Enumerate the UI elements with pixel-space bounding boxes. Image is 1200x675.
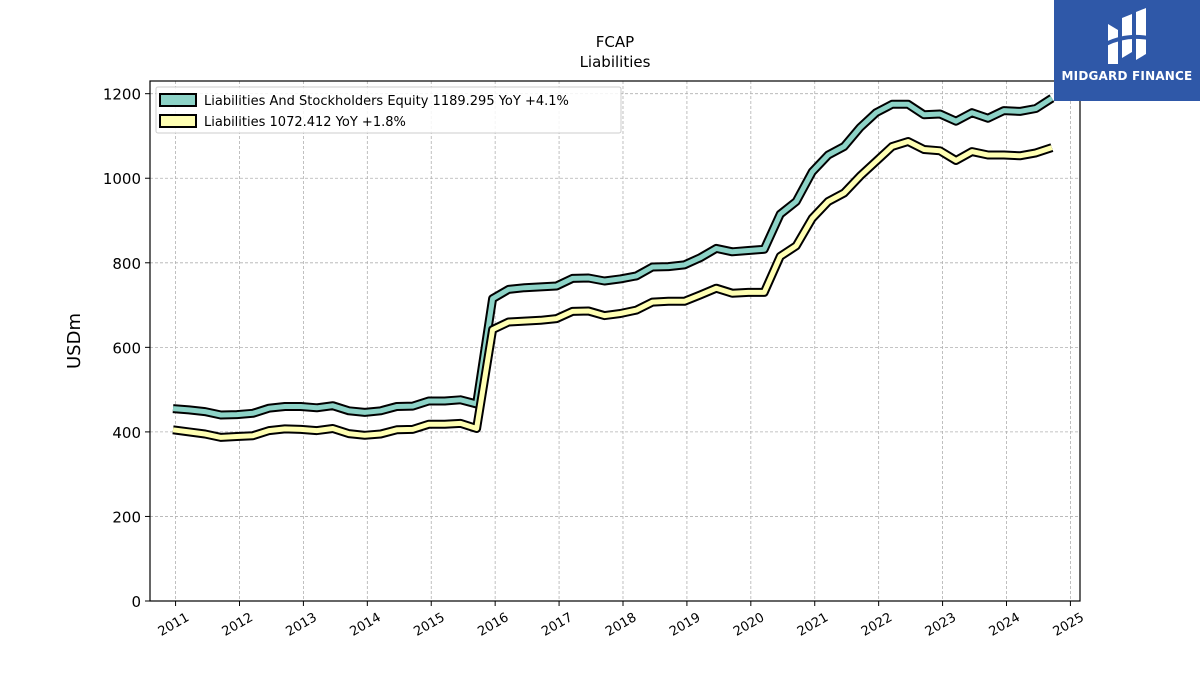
x-tick-label: 2018 — [603, 610, 639, 640]
y-tick-label: 800 — [112, 255, 141, 273]
x-tick-label: 2020 — [731, 610, 767, 640]
logo-mark-icon — [1105, 8, 1149, 64]
x-axis: 2011 2012 2013 2014 2015 2016 2017 2018 2019 2020… — [156, 601, 1087, 640]
x-tick-label: 2016 — [475, 610, 511, 640]
y-tick-label: 200 — [112, 508, 141, 526]
legend-swatch — [159, 93, 197, 107]
y-axis-label: USDm — [64, 313, 85, 369]
y-tick-label: 600 — [112, 339, 141, 357]
x-tick-label: 2011 — [156, 610, 192, 640]
y-tick-label: 0 — [131, 593, 141, 611]
x-tick-label: 2024 — [987, 610, 1023, 640]
x-tick-label: 2017 — [539, 610, 575, 640]
chart-title: FCAP — [596, 33, 634, 51]
x-tick-label: 2012 — [220, 610, 256, 640]
legend: Liabilities And Stockholders Equity 1189… — [155, 86, 622, 134]
legend-box — [155, 86, 622, 134]
x-tick-label: 2019 — [667, 610, 703, 640]
series-2-outline — [172, 137, 1054, 442]
legend-label: Liabilities And Stockholders Equity 1189… — [204, 94, 569, 109]
legend-label: Liabilities 1072.412 YoY +1.8% — [204, 115, 406, 130]
x-tick-label: 2015 — [411, 610, 447, 640]
logo-text: MIDGARD FINANCE — [1061, 69, 1193, 83]
x-tick-label: 2025 — [1051, 610, 1087, 640]
series-1-line — [172, 96, 1054, 418]
y-axis: 0 200 400 600 800 1000 1200 — [103, 86, 150, 611]
grid — [150, 81, 1080, 602]
x-tick-label: 2013 — [284, 610, 320, 640]
x-tick-label: 2014 — [347, 610, 383, 640]
chart-subtitle: Liabilities — [580, 53, 651, 71]
series-2-line — [172, 139, 1053, 440]
plot-frame — [149, 80, 1081, 602]
y-tick-label: 1000 — [103, 170, 141, 188]
y-tick-label: 400 — [112, 424, 141, 442]
x-tick-label: 2021 — [795, 610, 831, 640]
legend-swatch — [159, 114, 197, 128]
y-tick-label: 1200 — [103, 86, 141, 104]
x-tick-label: 2022 — [859, 610, 895, 640]
brand-logo: MIDGARD FINANCE — [1054, 0, 1200, 101]
x-tick-label: 2023 — [923, 610, 959, 640]
series-layer — [172, 94, 1055, 442]
